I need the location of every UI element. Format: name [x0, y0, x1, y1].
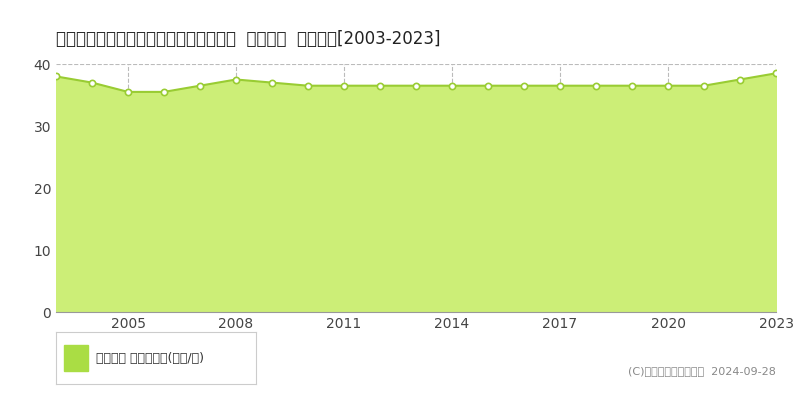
FancyBboxPatch shape	[64, 345, 88, 371]
Text: 基準地価 平均坪単価(万円/坪): 基準地価 平均坪単価(万円/坪)	[96, 352, 204, 364]
Text: 愛知県豊橋市つつじが丘３丁目９番４外  基準地価  地価推移[2003-2023]: 愛知県豊橋市つつじが丘３丁目９番４外 基準地価 地価推移[2003-2023]	[56, 30, 441, 48]
Text: (C)土地価格ドットコム  2024-09-28: (C)土地価格ドットコム 2024-09-28	[628, 366, 776, 376]
